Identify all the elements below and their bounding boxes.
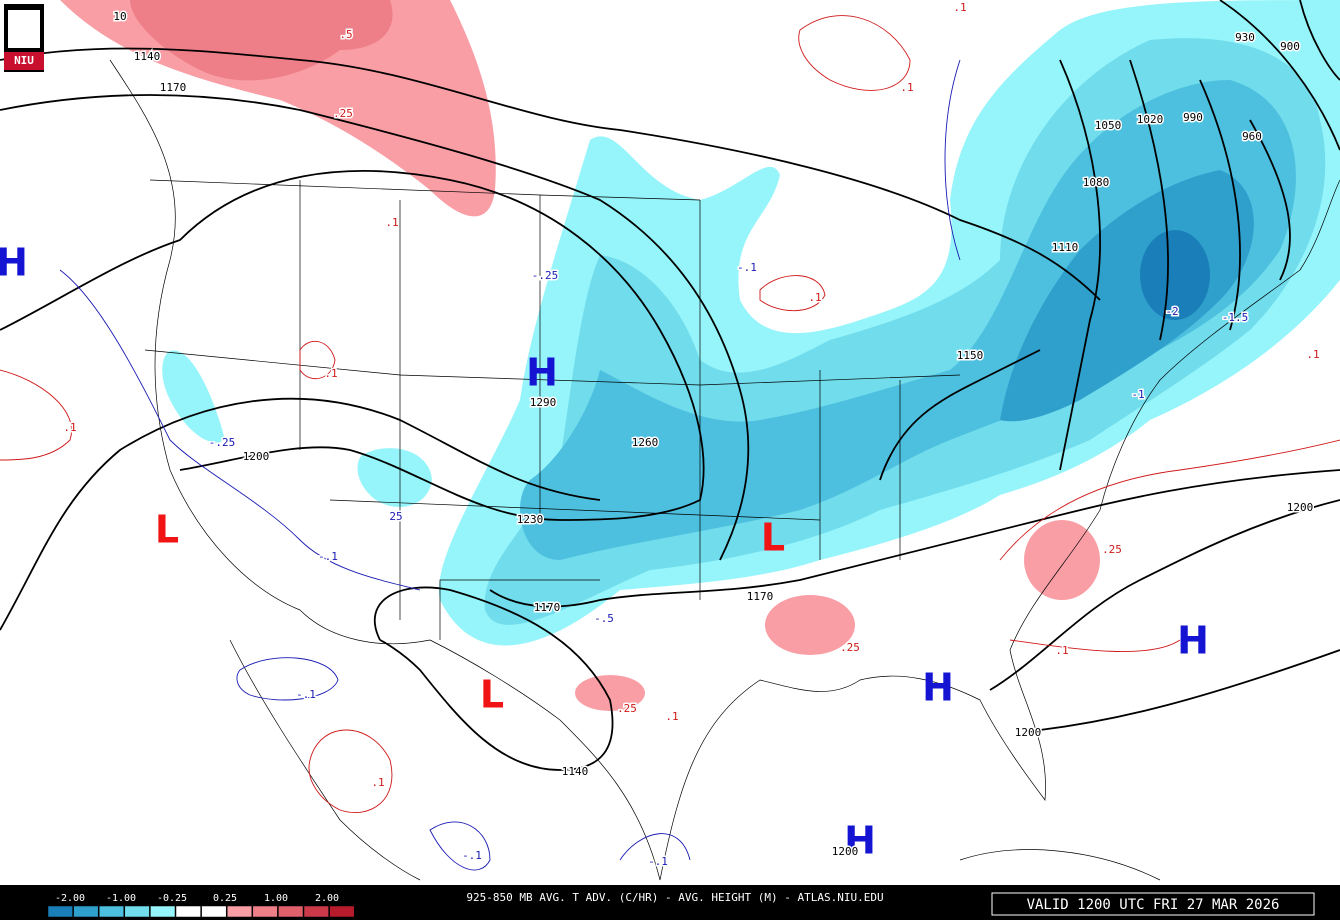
legend-swatch [98,905,125,918]
cold-label: -.1 [318,550,338,563]
cold-label: -.25 [532,269,559,282]
legend-swatch [329,905,355,918]
legend-label: -0.25 [157,893,187,904]
height-label: 990 [1183,111,1203,124]
height-label: 1260 [632,436,659,449]
warm-label: .1 [900,81,913,94]
legend-label: -2.00 [55,893,85,904]
legend-swatch [175,905,201,918]
cold-label: -1.5 [1222,311,1249,324]
logo-text: NIU [14,54,34,67]
height-label: 1080 [1083,176,1110,189]
cold-label: -.5 [594,612,614,625]
warm-label: .25 [617,702,637,715]
legend-label: 0.25 [213,893,237,904]
height-label: 900 [1280,40,1300,53]
cold-label: -.1 [462,849,482,862]
geography [109,59,1340,881]
warm-label: .1 [385,216,398,229]
high-center: H [1177,619,1209,663]
legend-swatch [252,905,278,918]
high-center: H [0,241,28,285]
legend-swatch [226,905,253,918]
logo: NIU [4,4,44,72]
valid-time: VALID 1200 UTC FRI 27 MAR 2026 [1027,897,1280,913]
shading [60,0,1340,711]
legend-swatch [150,905,176,918]
warm-label: .25 [840,641,860,654]
cold-label: -2 [1165,305,1178,318]
height-label: 1290 [530,396,557,409]
advection-contours [0,15,1340,871]
warm-label: .1 [808,291,821,304]
warm-label: .25 [1102,543,1122,556]
cold-label: -.1 [648,855,668,868]
height-label: 1200 [1287,501,1314,514]
warm-label: .5 [339,28,352,41]
legend-swatch [278,905,304,918]
legend-label: -1.00 [106,893,136,904]
height-label: 1150 [957,349,984,362]
height-label: 1140 [562,765,589,778]
warm-label: .1 [63,421,76,434]
height-label: 10 [113,10,126,23]
warm-label: .1 [1055,644,1068,657]
warm-label: .1 [371,776,384,789]
warm-label: .25 [333,107,353,120]
low-center: L [155,508,179,552]
cold-label: -.1 [737,261,757,274]
height-label: 1170 [534,601,561,614]
title: 925-850 MB AVG. T ADV. (C/HR) - AVG. HEI… [466,891,883,904]
cold-label: -.25 [209,436,236,449]
height-label: 1140 [134,50,161,63]
height-label: 1200 [243,450,270,463]
height-label: 1050 [1095,119,1122,132]
cold-label: -1 [1131,388,1144,401]
warm-label: .1 [324,367,337,380]
cold-label: 25 [389,510,402,523]
warm-label: .1 [953,1,966,14]
low-center: L [761,516,785,560]
warm-label: .1 [1306,348,1319,361]
height-contours [0,0,1340,771]
legend-label: 1.00 [264,893,288,904]
height-label: 1200 [1015,726,1042,739]
legend-swatch [124,905,150,918]
high-center: H [922,666,954,710]
warm-label: .1 [665,710,678,723]
high-center: H [844,819,876,863]
low-center: L [480,673,504,717]
height-label: 1170 [160,81,187,94]
height-label: 1230 [517,513,544,526]
high-center: H [526,351,558,395]
legend-swatch [47,905,73,918]
height-label: 1110 [1052,241,1079,254]
legend-label: 2.00 [315,893,339,904]
legend-swatch [303,905,329,918]
height-label: 960 [1242,130,1262,143]
cold-label: -.1 [296,688,316,701]
height-label: 1170 [747,590,774,603]
legend-swatch [201,905,227,918]
height-label: 1020 [1137,113,1164,126]
height-label: 1200 [832,845,859,858]
legend-swatch [73,905,99,918]
height-label: 930 [1235,31,1255,44]
valid-box [991,892,1315,916]
